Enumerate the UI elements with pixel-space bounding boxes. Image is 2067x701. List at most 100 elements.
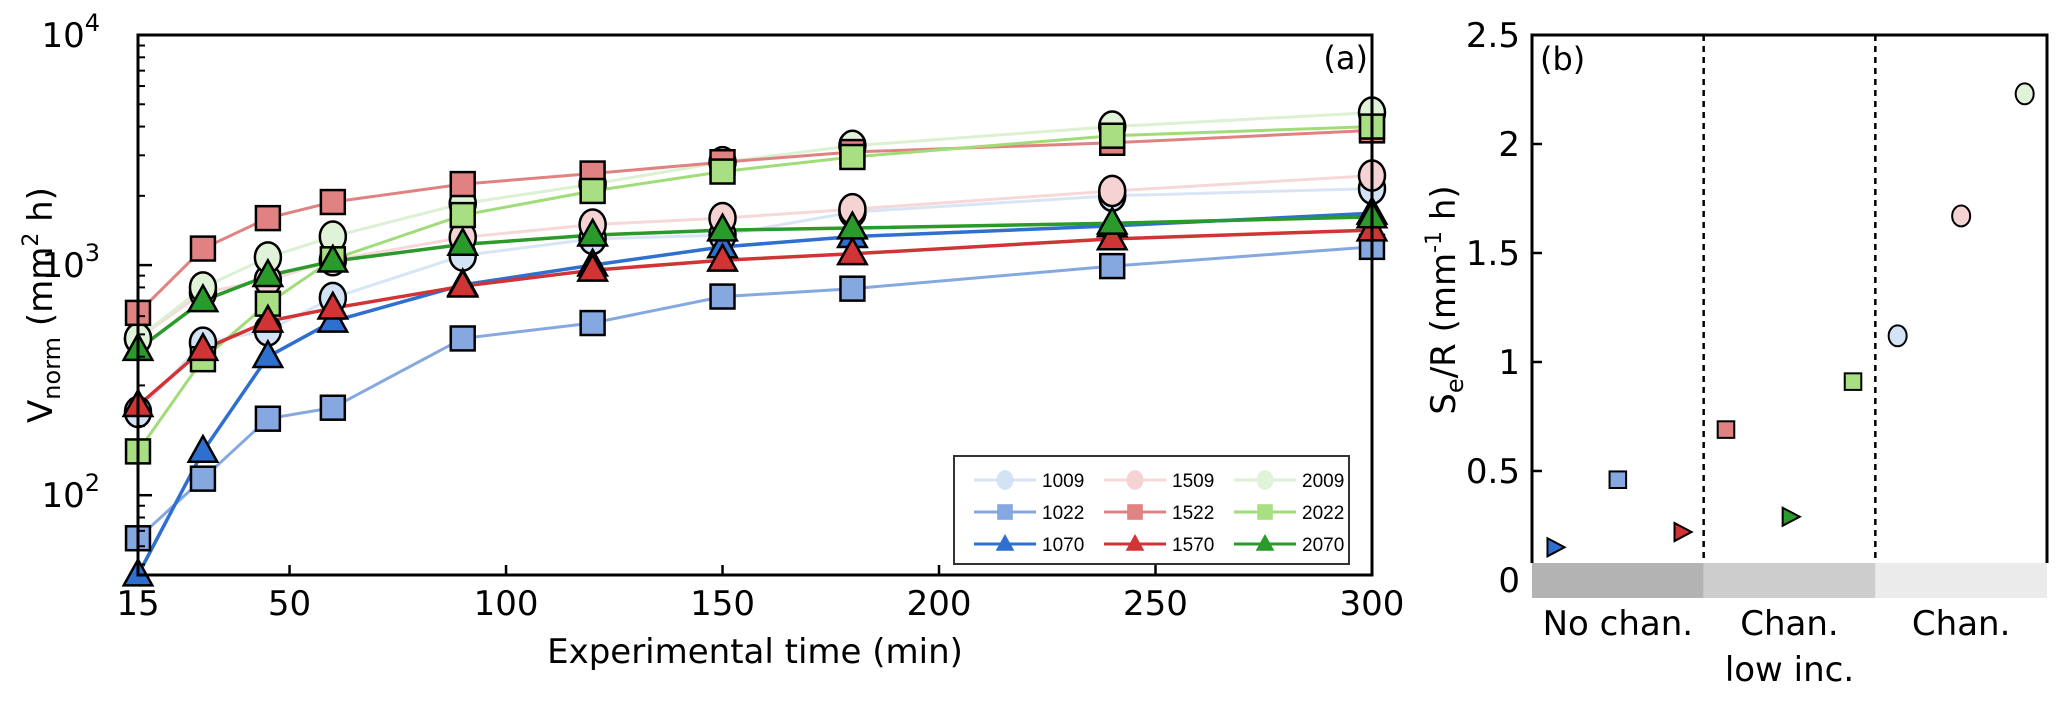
scatter-point-1009 [1887, 324, 1908, 348]
y-tick-label: 1.5 [1466, 234, 1520, 274]
legend-marker-icon [1256, 470, 1274, 490]
legend-label: 1509 [1172, 471, 1214, 492]
category-label: No chan. [1543, 604, 1693, 644]
panel-a: 15 50 100 150 200 250 300 102 103 104 (a) Experi… [19, 9, 1404, 672]
panel-a-y-ticks: 102 103 104 [41, 9, 152, 566]
data-point-1022 [1099, 252, 1126, 280]
legend-label: 2009 [1302, 471, 1344, 492]
legend-item-1022: 1022 [974, 503, 1084, 524]
panel-a-x-ticks: 15 50 100 150 200 250 300 [116, 565, 1404, 624]
scatter-point-2022 [1843, 372, 1863, 391]
y-tick-label: 2.5 [1466, 16, 1520, 56]
data-point-1522 [449, 170, 476, 198]
x-tick-label: 150 [690, 584, 755, 624]
panel-a-series-lines [136, 111, 1373, 576]
legend-item-2009: 2009 [1234, 470, 1344, 492]
series-line-2022 [136, 125, 1373, 453]
legend-box [953, 455, 1350, 565]
data-point-2022 [579, 177, 606, 205]
data-point-1570 [576, 252, 610, 282]
data-point-1522 [254, 204, 282, 232]
data-point-1070 [251, 338, 285, 369]
y-tick-label: 0 [1498, 561, 1520, 601]
data-point-1522 [189, 235, 217, 262]
legend-item-1570: 1570 [1104, 533, 1214, 556]
data-point-2070 [186, 282, 220, 313]
y-tick-label: 102 [41, 469, 100, 516]
y-tick-label: 2 [1498, 125, 1520, 165]
legend-marker-icon [1126, 470, 1144, 490]
data-point-1509 [1097, 174, 1127, 208]
scatter-point-2070 [1781, 506, 1802, 528]
legend-marker-icon [996, 470, 1014, 490]
data-point-1570 [835, 235, 869, 266]
data-point-2022 [1099, 122, 1126, 149]
data-point-2070 [251, 257, 285, 288]
panel-a-frame [136, 33, 1374, 577]
panel-b: 00.511.522.5 No chan. Chan.low inc.Chan. … [1422, 16, 2049, 690]
category-band-no-chan [1532, 563, 1704, 598]
series-line-2070 [136, 215, 1373, 351]
data-point-2070 [835, 210, 869, 240]
legend-item-2070: 2070 [1234, 533, 1344, 556]
data-point-2070 [446, 226, 480, 257]
data-point-1522 [319, 188, 347, 216]
data-point-1022 [319, 394, 347, 421]
panel-b-category-dividers [1702, 35, 1877, 563]
category-label: low inc. [1725, 650, 1854, 690]
series-line-2009 [137, 111, 1373, 340]
panel-a-label: (a) [1323, 39, 1368, 77]
panel-b-y-ticks: 0 0.5 1 1.5 2 2.5 [1466, 16, 1542, 601]
category-band-chan-low-inc [1703, 563, 1876, 598]
legend-label: 2070 [1302, 535, 1344, 556]
legend-marker-icon [1127, 504, 1143, 520]
x-tick-label: 15 [116, 584, 159, 624]
legend-marker-icon [995, 533, 1015, 551]
y-tick-label: 104 [41, 9, 100, 56]
x-tick-label: 250 [1123, 584, 1188, 624]
scatter-point-1070 [1546, 536, 1567, 558]
data-point-1570 [446, 268, 480, 298]
legend-item-1509: 1509 [1104, 470, 1214, 492]
legend-label: 1522 [1172, 503, 1214, 524]
x-tick-label: 300 [1340, 584, 1405, 624]
panel-b-y-axis-title: Se/R (mm-1 h) [1422, 185, 1469, 414]
scatter-point-2009 [2014, 82, 2035, 106]
data-point-2022 [709, 158, 736, 185]
legend-marker-icon [1125, 533, 1145, 551]
series-line-1570 [136, 228, 1373, 408]
legend-marker-icon [1255, 533, 1275, 551]
legend-label: 1009 [1042, 471, 1084, 492]
x-tick-label: 100 [474, 584, 539, 624]
data-point-1570 [706, 242, 739, 272]
legend-item-1009: 1009 [974, 470, 1084, 492]
legend-marker-icon [997, 504, 1013, 520]
panel-a-markers [121, 96, 1389, 587]
legend: 1009 1509 2009 1022 1522 2022 1070 1570 2070 [953, 455, 1350, 565]
x-tick-label: 200 [907, 584, 972, 624]
data-point-2070 [576, 217, 610, 247]
data-point-2022 [449, 201, 476, 229]
series-line-1022 [136, 245, 1373, 540]
scatter-point-1522 [1716, 420, 1736, 439]
data-point-1570 [251, 303, 285, 333]
data-point-2070 [706, 212, 739, 242]
category-band-chan [1875, 563, 2047, 598]
data-point-1022 [709, 283, 736, 310]
data-point-2022 [839, 143, 866, 171]
data-point-1022 [189, 465, 217, 492]
panel-b-label: (b) [1540, 40, 1585, 78]
legend-item-1522: 1522 [1104, 503, 1214, 524]
legend-label: 1070 [1042, 535, 1084, 556]
data-point-1022 [579, 309, 606, 337]
scatter-point-1509 [1951, 204, 1972, 228]
legend-item-2022: 2022 [1234, 503, 1344, 524]
scatter-point-1570 [1673, 521, 1694, 543]
y-tick-label: 1 [1498, 343, 1520, 383]
panel-a-y-axis-title: Vnorm (mm2 h) [19, 187, 66, 423]
category-label: Chan. [1912, 604, 2010, 644]
panel-b-category-bands [1532, 563, 2047, 598]
panel-b-points [1546, 82, 2035, 558]
data-point-1070 [186, 433, 220, 464]
